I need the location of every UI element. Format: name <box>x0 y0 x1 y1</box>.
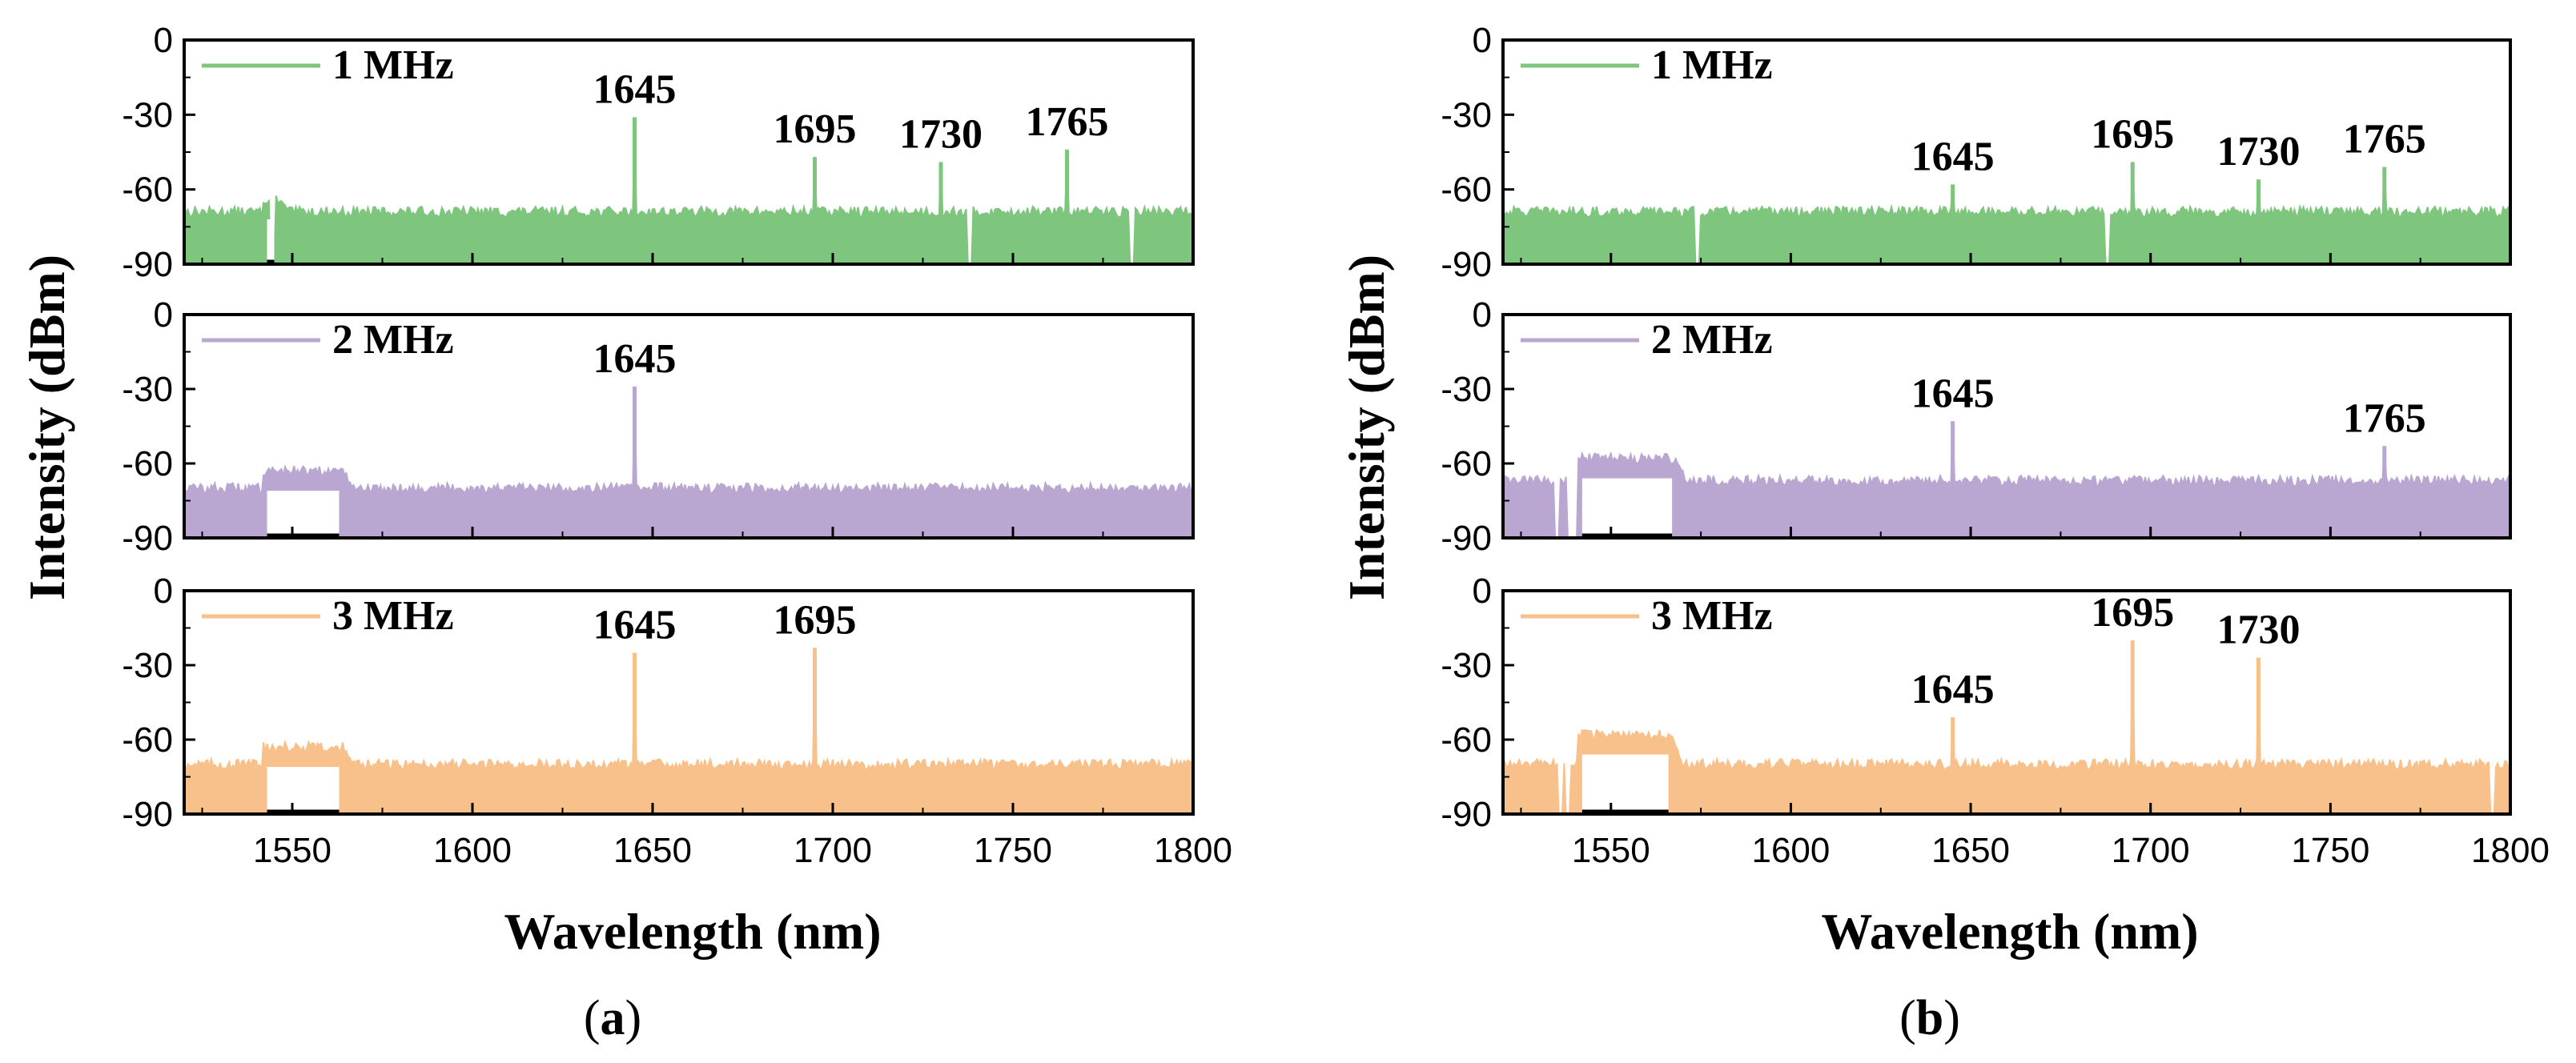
peak-label-1645: 1645 <box>593 66 677 112</box>
plateau-gap-a-1 <box>267 219 275 264</box>
peak-label-1645: 1645 <box>1911 371 1995 416</box>
y-tick-label: -60 <box>1441 720 1492 760</box>
x-tick-label: 1750 <box>2291 831 2369 870</box>
spectrum-trace-a-1 <box>183 117 1194 265</box>
legend-label-a-2: 2 MHz <box>332 317 454 363</box>
x-tick-label: 1550 <box>253 831 332 870</box>
y-tick-label: -30 <box>122 646 173 685</box>
peak-label-1695: 1695 <box>774 106 857 152</box>
peak-label-1695: 1695 <box>2091 111 2174 157</box>
subplot-b-1: 1645 1695 1730 1765 0 -30 -60 -90 1 MHz <box>1441 21 2512 284</box>
x-axis-title-a: Wavelength (nm) <box>504 903 881 960</box>
caption-close-paren: ) <box>625 991 642 1045</box>
caption-letter: b <box>1916 991 1943 1045</box>
y-tick-label: 0 <box>154 21 173 60</box>
spectrum-trace-a-3 <box>183 648 1194 815</box>
y-tick-label: -30 <box>122 370 173 409</box>
y-tick-label: -60 <box>122 170 173 210</box>
peak-label-1765: 1765 <box>2343 117 2426 162</box>
subplot-b-3: 1645 1695 1730 0 -30 -60 -90 3 MHz <box>1441 572 2512 834</box>
caption-letter: a <box>601 991 625 1045</box>
y-tick-label: -30 <box>1441 370 1492 409</box>
subplot-b-2: 1645 1765 0 -30 -60 -90 2 MHz <box>1441 295 2512 558</box>
y-tick-label: 0 <box>154 295 173 335</box>
x-tick-label: 1750 <box>974 831 1052 870</box>
y-tick-label: -90 <box>1441 245 1492 284</box>
y-tick-label: -30 <box>1441 646 1492 685</box>
y-axis-title-b: Intensity (dBm) <box>1338 255 1395 600</box>
y-tick-label: 0 <box>154 572 173 611</box>
y-tick-label: 0 <box>1473 21 1492 60</box>
peak-label-1730: 1730 <box>899 111 983 157</box>
x-tick-label: 1600 <box>1751 831 1830 870</box>
caption-open-paren: ( <box>584 991 601 1045</box>
panel-caption-a: (a) <box>584 991 641 1045</box>
y-tick-label: -60 <box>1441 170 1492 210</box>
caption-close-paren: ) <box>1943 991 1960 1045</box>
y-tick-label: -90 <box>122 795 173 834</box>
plateau-gap-b-2 <box>1581 478 1673 538</box>
y-tick-label: -30 <box>122 95 173 134</box>
y-tick-label: 0 <box>1473 572 1492 611</box>
spectrum-trace-b-2 <box>1502 421 2511 539</box>
caption-open-paren: ( <box>1899 991 1916 1045</box>
legend-label-a-3: 3 MHz <box>332 593 454 639</box>
peak-label-1645: 1645 <box>1911 667 1995 712</box>
y-tick-label: 0 <box>1473 295 1492 335</box>
x-axis-title-b: Wavelength (nm) <box>1821 903 2198 960</box>
legend-label-b-2: 2 MHz <box>1651 317 1773 363</box>
legend-label-b-3: 3 MHz <box>1651 593 1773 639</box>
subplot-a-2: 1645 0 -30 -60 -90 2 MHz <box>122 295 1195 558</box>
spectrum-trace-a-2 <box>183 386 1194 539</box>
peak-label-1645: 1645 <box>1911 134 1995 179</box>
peak-label-1765: 1765 <box>1026 99 1109 145</box>
plateau-gap-a-3 <box>267 767 340 814</box>
y-tick-label: -60 <box>122 720 173 760</box>
plateau-gap-b-3 <box>1581 754 1669 814</box>
panel-caption-b: (b) <box>1899 991 1960 1045</box>
peak-label-1695: 1695 <box>2091 590 2174 636</box>
plateau-gap-a-2 <box>267 491 340 538</box>
y-tick-label: -90 <box>1441 519 1492 558</box>
y-tick-label: -90 <box>122 519 173 558</box>
x-tick-label: 1700 <box>2112 831 2190 870</box>
spectrum-trace-b-1 <box>1502 162 2511 265</box>
x-tick-label: 1650 <box>613 831 692 870</box>
peak-label-1765: 1765 <box>2343 395 2426 441</box>
y-axis-title-a: Intensity (dBm) <box>18 255 75 600</box>
x-tick-label: 1800 <box>1154 831 1232 870</box>
y-tick-label: -30 <box>1441 95 1492 134</box>
peak-label-1695: 1695 <box>774 597 857 643</box>
y-tick-label: -60 <box>122 444 173 483</box>
x-tick-label: 1550 <box>1572 831 1650 870</box>
subplot-a-1: 1645 1695 1730 1765 0 -30 -60 -90 1 MHz <box>122 21 1195 284</box>
legend-label-a-1: 1 MHz <box>332 42 454 88</box>
y-tick-label: -90 <box>1441 795 1492 834</box>
x-tick-label: 1600 <box>433 831 512 870</box>
x-tick-label: 1700 <box>794 831 872 870</box>
y-tick-label: -90 <box>122 245 173 284</box>
panel-b: 1645 1695 1730 1765 0 -30 -60 -90 1 MHz 1645 1765 0… <box>1338 21 2550 1045</box>
x-tick-label: 1800 <box>2471 831 2550 870</box>
y-tick-label: -60 <box>1441 444 1492 483</box>
x-tick-label: 1650 <box>1931 831 2010 870</box>
peak-label-1645: 1645 <box>593 603 677 648</box>
legend-label-b-1: 1 MHz <box>1651 42 1773 88</box>
panel-a: 1645 1695 1730 1765 0 -30 -60 -90 1 MHz 1645 0 -30 -… <box>18 21 1232 1045</box>
peak-label-1730: 1730 <box>2217 129 2301 174</box>
peak-label-1730: 1730 <box>2217 608 2301 653</box>
subplot-a-3: 1645 1695 0 -30 -60 -90 3 MHz <box>122 572 1195 834</box>
peak-label-1645: 1645 <box>593 336 677 382</box>
